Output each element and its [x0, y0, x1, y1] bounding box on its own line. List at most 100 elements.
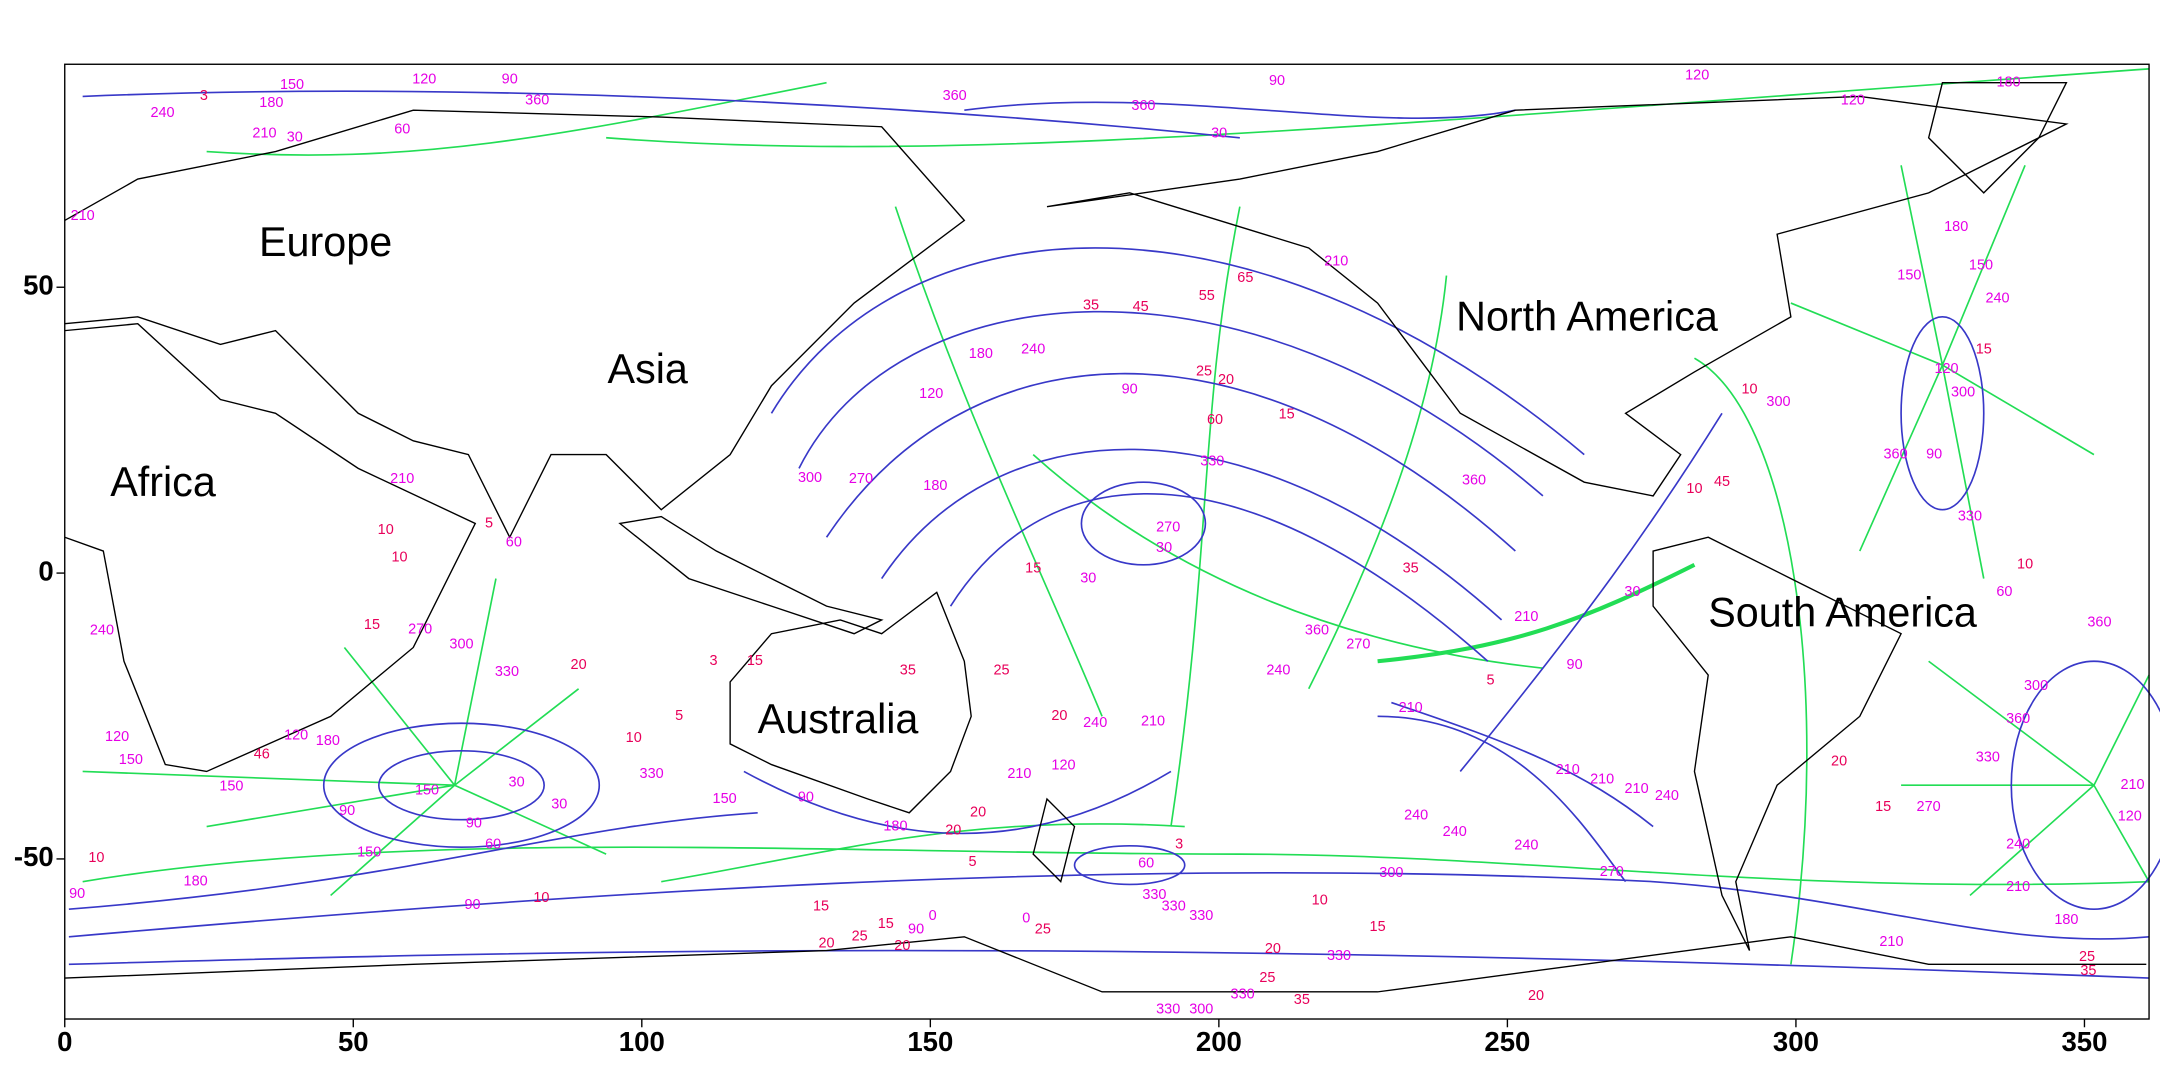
contour-label: 210 [1514, 609, 1538, 625]
contour-label: 90 [502, 72, 518, 88]
contour-label: 210 [1556, 762, 1580, 778]
contour-label: 240 [1443, 824, 1467, 840]
contour-label: 5 [1487, 672, 1495, 688]
region-label: South America [1708, 590, 1977, 636]
contour-label: 20 [1265, 941, 1281, 957]
contour-label: 60 [394, 121, 410, 137]
contour-label: 150 [119, 752, 143, 768]
contour-label: 15 [1976, 342, 1992, 358]
contour-label: 150 [280, 77, 304, 93]
contour-label: 240 [1083, 715, 1107, 731]
contour-label: 15 [1875, 799, 1891, 815]
contour-label: 90 [339, 803, 355, 819]
contour-label: 60 [506, 535, 522, 551]
x-tick-label: 300 [1773, 1026, 1819, 1057]
contour-label: 0 [929, 908, 937, 924]
contour-label: 10 [2017, 557, 2033, 573]
contour-label: 330 [1142, 887, 1166, 903]
contour-label: 120 [2118, 809, 2142, 825]
contour-label: 20 [1051, 708, 1067, 724]
contour-label: 30 [551, 796, 567, 812]
contour-label: 3 [1175, 836, 1183, 852]
contour-label: 210 [71, 208, 95, 224]
y-tick-label: 0 [38, 555, 53, 586]
contour-label: 10 [88, 850, 104, 866]
contours-blue [68, 90, 2160, 979]
contour-label: 300 [449, 637, 473, 653]
contour-label: 15 [813, 898, 829, 914]
contour-label: 46 [254, 747, 270, 763]
contour-label: 35 [900, 663, 916, 679]
contour-label: 90 [1926, 446, 1942, 462]
contour-label: 210 [1324, 254, 1348, 270]
contour-label: 300 [2024, 678, 2048, 694]
x-tick-label: 150 [907, 1026, 953, 1057]
map-frame [64, 63, 2150, 1020]
contour-label: 25 [1259, 970, 1275, 986]
contour-label: 20 [1831, 754, 1847, 770]
contour-label: 30 [287, 130, 303, 146]
contour-label: 90 [798, 789, 814, 805]
contour-label: 210 [390, 471, 414, 487]
y-tick-label: -50 [14, 841, 54, 872]
x-tick-label: 0 [57, 1026, 72, 1057]
contour-label: 210 [1625, 781, 1649, 797]
contour-label: 25 [993, 663, 1009, 679]
contour-label: 60 [485, 836, 501, 852]
contour-label: 3 [710, 653, 718, 669]
contour-label: 360 [1305, 623, 1329, 639]
contour-label: 120 [1841, 92, 1865, 108]
map-layer: 0 50 100 150 200 250 300 350-50050EuropeAsiaAfr… [14, 63, 2160, 1057]
contour-label: 210 [2120, 777, 2144, 793]
contour-label: 150 [1897, 267, 1921, 283]
contour-label: 30 [1080, 570, 1096, 586]
contour-label: 240 [90, 623, 114, 639]
contour-label: 90 [466, 816, 482, 832]
contour-label: 330 [1189, 908, 1213, 924]
contour-label: 330 [1231, 986, 1255, 1002]
contour-label: 240 [1655, 788, 1679, 804]
contour-label: 180 [969, 346, 993, 362]
contour-label: 20 [1528, 988, 1544, 1004]
contour-label: 120 [1934, 361, 1958, 377]
contour-label: 180 [923, 478, 947, 494]
contour-label: 270 [1600, 864, 1624, 880]
contour-label: 240 [1266, 663, 1290, 679]
contour-label: 30 [509, 774, 525, 790]
contour-label: 120 [919, 386, 943, 402]
contour-label: 360 [2087, 614, 2111, 630]
contour-label: 120 [284, 727, 308, 743]
contour-label: 150 [357, 845, 381, 861]
contour-label: 15 [1370, 919, 1386, 935]
contour-label: 330 [1958, 508, 1982, 524]
contour-label: 240 [1404, 807, 1428, 823]
contour-label: 10 [391, 550, 407, 566]
contour-label: 270 [1156, 519, 1180, 535]
contour-label: 300 [1189, 1002, 1213, 1018]
contour-label: 30 [1156, 540, 1172, 556]
contour-label: 300 [798, 470, 822, 486]
contour-label: 90 [1122, 382, 1138, 398]
contour-label: 35 [2080, 963, 2096, 979]
contour-label: 30 [1624, 584, 1640, 600]
region-label: Australia [758, 696, 919, 742]
contour-label: 210 [2006, 879, 2030, 895]
contour-label: 20 [945, 823, 961, 839]
contour-label: 35 [1294, 992, 1310, 1008]
contour-label: 180 [316, 733, 340, 749]
contour-label: 25 [852, 929, 868, 945]
contour-label: 60 [1207, 412, 1223, 428]
contour-label: 20 [1218, 372, 1234, 388]
y-tick-label: 50 [23, 270, 54, 301]
contour-label: 30 [1211, 125, 1227, 141]
contour-label: 10 [1312, 893, 1328, 909]
contour-label: 150 [1969, 258, 1993, 274]
contour-label: 25 [2079, 949, 2095, 965]
contour-label: 35 [1403, 561, 1419, 577]
contour-label: 20 [571, 657, 587, 673]
x-tick-label: 250 [1484, 1026, 1530, 1057]
contour-label: 210 [1007, 766, 1031, 782]
contour-label: 210 [1590, 772, 1614, 788]
